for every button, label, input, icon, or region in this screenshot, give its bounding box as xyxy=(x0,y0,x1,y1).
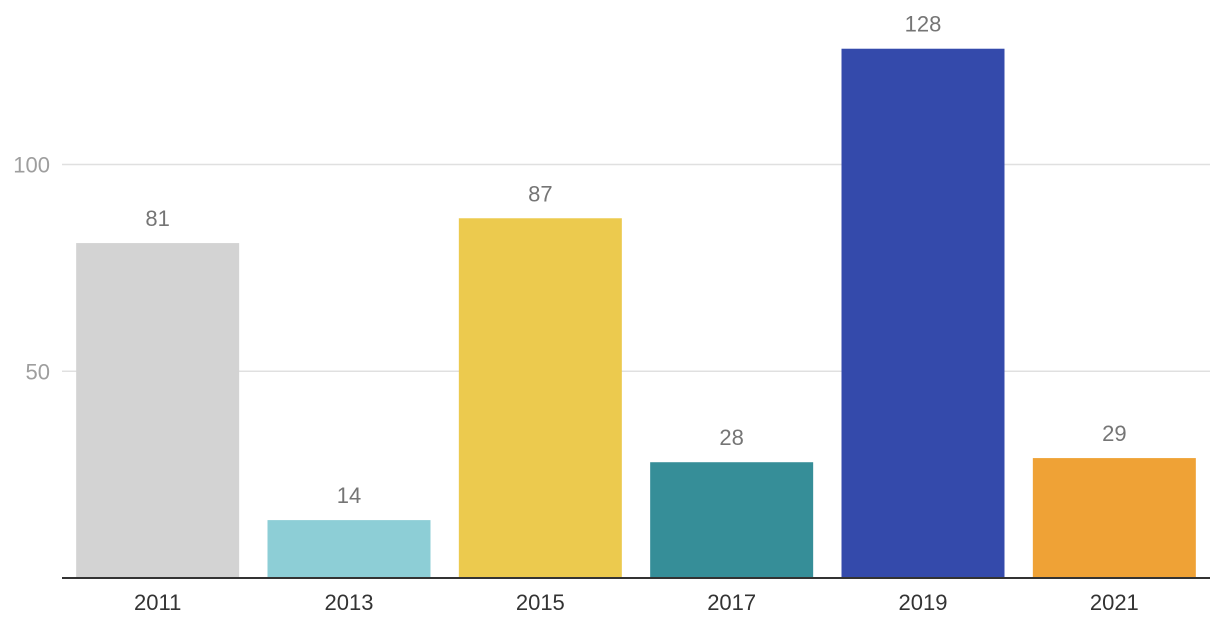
bar-value-labels: 81 14 87 28 128 29 xyxy=(145,12,1126,508)
bar-value-label-2017: 28 xyxy=(719,425,743,450)
bar-value-label-2021: 29 xyxy=(1102,421,1126,446)
bar-value-label-2013: 14 xyxy=(337,483,361,508)
bar-value-label-2015: 87 xyxy=(528,181,552,206)
y-tick-label: 50 xyxy=(26,359,50,384)
bar-2013 xyxy=(267,520,431,578)
y-axis-tick-labels: 50 100 xyxy=(13,153,50,385)
gridlines xyxy=(62,163,1210,372)
bar-2017 xyxy=(650,462,814,578)
bar-2015 xyxy=(458,218,622,578)
x-tick-label-2011: 2011 xyxy=(134,590,181,615)
x-tick-label-2019: 2019 xyxy=(899,590,948,615)
bar-value-label-2019: 128 xyxy=(905,12,942,37)
x-tick-label-2015: 2015 xyxy=(516,590,565,615)
bar-2019 xyxy=(841,48,1005,579)
bars xyxy=(76,48,1196,579)
bar-2011 xyxy=(76,243,240,578)
bar-value-label-2011: 81 xyxy=(145,206,169,231)
x-axis-tick-labels: 2011 2013 2015 2017 2019 2021 xyxy=(134,590,1139,615)
x-tick-label-2013: 2013 xyxy=(325,590,374,615)
x-tick-label-2021: 2021 xyxy=(1090,590,1139,615)
x-tick-label-2017: 2017 xyxy=(707,590,756,615)
bar-2021 xyxy=(1032,458,1196,578)
y-tick-label: 100 xyxy=(13,153,50,178)
